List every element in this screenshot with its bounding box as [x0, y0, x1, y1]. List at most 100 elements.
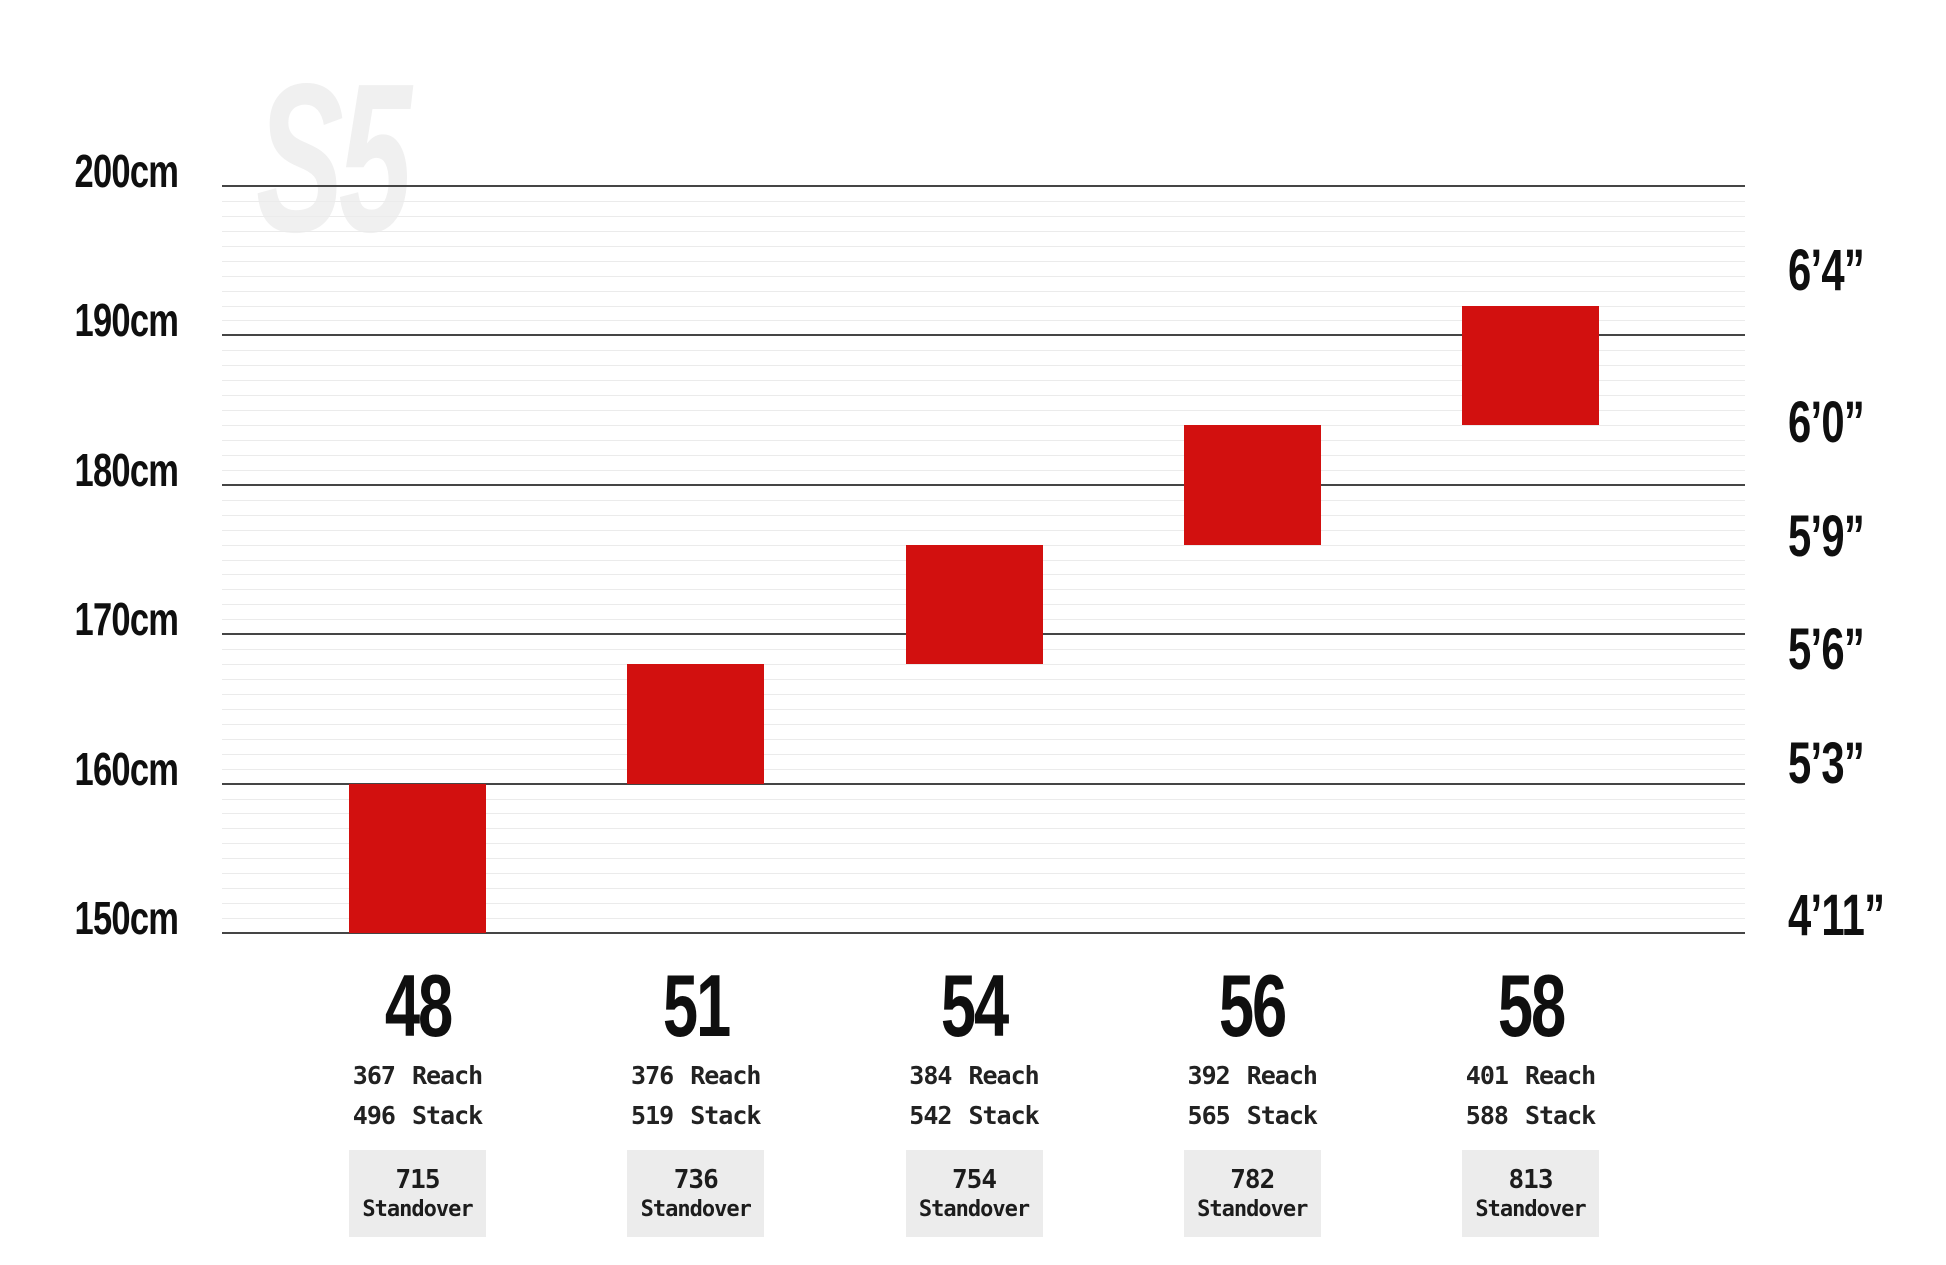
- gridline-minor: [222, 739, 1745, 740]
- y-axis-label-cm: 190cm: [74, 294, 178, 347]
- frame-size-label: 51: [662, 956, 731, 1055]
- standover-box: 813 Standover: [1462, 1150, 1599, 1237]
- gridline-minor: [222, 246, 1745, 247]
- reach-spec-label: Reach: [968, 1061, 1039, 1090]
- gridline-minor: [222, 261, 1745, 262]
- standover-value: 715: [395, 1164, 441, 1195]
- fit-range-bar: [1183, 425, 1321, 545]
- gridline-minor: [222, 873, 1745, 874]
- standover-value: 736: [673, 1164, 719, 1195]
- gridline-minor: [222, 843, 1745, 844]
- reach-spec-label: Reach: [411, 1061, 483, 1090]
- gridline-minor: [222, 858, 1745, 859]
- standover-label: Standover: [1475, 1196, 1586, 1222]
- gridline-minor: [222, 769, 1745, 770]
- gridline-minor: [222, 694, 1745, 695]
- fit-range-bar: [349, 783, 486, 933]
- y-axis-label-cm: 170cm: [74, 593, 178, 646]
- gridline-minor: [222, 395, 1745, 396]
- y-axis-label-cm: 160cm: [74, 742, 178, 795]
- standover-value: 813: [1508, 1164, 1554, 1195]
- frame-size-label: 58: [1497, 956, 1565, 1055]
- reach-spec-label: Reach: [1246, 1061, 1318, 1090]
- gridline-minor: [222, 515, 1745, 516]
- gridline-minor: [222, 306, 1745, 307]
- gridline-minor: [222, 813, 1745, 814]
- gridline-minor: [222, 440, 1745, 441]
- standover-box: 715 Standover: [349, 1150, 486, 1237]
- reach-spec: 376 Reach: [556, 1062, 836, 1089]
- y-axis-label-cm: 150cm: [74, 892, 178, 944]
- stack-spec: 519 Stack: [556, 1102, 836, 1129]
- stack-spec-value: 542: [909, 1101, 952, 1130]
- reach-spec-label: Reach: [1524, 1061, 1596, 1090]
- gridline-minor: [222, 724, 1745, 725]
- stack-spec-label: Stack: [1246, 1101, 1318, 1130]
- reach-spec-label: Reach: [690, 1061, 761, 1090]
- gridline-minor: [222, 320, 1745, 321]
- gridline-minor: [222, 201, 1745, 202]
- gridline-major: [222, 185, 1745, 187]
- fit-range-bar: [1462, 305, 1599, 426]
- gridline-minor: [222, 231, 1745, 232]
- standover-value: 754: [952, 1164, 997, 1195]
- y-axis-label-feet: 5’9”: [1788, 503, 1865, 569]
- gridline-minor: [222, 380, 1745, 381]
- gridline-minor: [222, 679, 1745, 680]
- frame-size-label: 48: [384, 956, 452, 1055]
- gridline-major: [222, 334, 1745, 336]
- stack-spec: 588 Stack: [1391, 1102, 1671, 1129]
- gridline-minor: [222, 500, 1745, 501]
- stack-spec-label: Stack: [1524, 1101, 1596, 1130]
- model-watermark: S5: [256, 39, 412, 276]
- gridline-major: [222, 783, 1745, 785]
- standover-value: 782: [1230, 1164, 1275, 1195]
- standover-label: Standover: [1197, 1196, 1308, 1222]
- standover-box: 782 Standover: [1183, 1150, 1321, 1237]
- gridline-major: [222, 484, 1745, 486]
- stack-spec-value: 496: [352, 1101, 396, 1130]
- standover-box: 736 Standover: [627, 1150, 765, 1237]
- stack-spec-label: Stack: [968, 1101, 1039, 1130]
- gridline-minor: [222, 291, 1745, 292]
- reach-spec: 384 Reach: [834, 1062, 1114, 1089]
- gridline-minor: [222, 799, 1745, 800]
- standover-box: 754 Standover: [905, 1150, 1043, 1237]
- gridline-minor: [222, 216, 1745, 217]
- reach-spec: 392 Reach: [1112, 1062, 1392, 1089]
- gridline-minor: [222, 410, 1745, 411]
- stack-spec: 542 Stack: [834, 1102, 1114, 1129]
- gridline-minor: [222, 470, 1745, 471]
- y-axis-label-feet: 5’6”: [1788, 617, 1865, 683]
- y-axis-label-feet: 6’4”: [1788, 237, 1865, 303]
- y-axis-label-feet: 6’0”: [1788, 389, 1865, 455]
- stack-spec: 496 Stack: [278, 1102, 558, 1129]
- y-axis-label-feet: 5’3”: [1788, 731, 1865, 797]
- reach-spec: 367 Reach: [278, 1062, 558, 1089]
- stack-spec: 565 Stack: [1112, 1102, 1392, 1129]
- gridline-minor: [222, 664, 1745, 665]
- reach-spec-value: 392: [1187, 1061, 1231, 1090]
- y-axis-label-cm: 180cm: [74, 443, 178, 496]
- frame-size-label: 56: [1219, 956, 1287, 1055]
- gridline-minor: [222, 530, 1745, 531]
- gridline-minor: [222, 425, 1745, 426]
- reach-spec: 401 Reach: [1391, 1062, 1671, 1089]
- standover-label: Standover: [640, 1196, 752, 1222]
- gridline-minor: [222, 365, 1745, 366]
- gridline-minor: [222, 754, 1745, 755]
- stack-spec-value: 519: [631, 1101, 674, 1130]
- reach-spec-value: 384: [909, 1061, 952, 1090]
- y-axis-label-cm: 200cm: [74, 145, 178, 197]
- reach-spec-value: 367: [352, 1061, 396, 1090]
- gridline-minor: [222, 455, 1745, 456]
- gridline-minor: [222, 276, 1745, 277]
- fit-range-bar: [627, 664, 765, 784]
- stack-spec-label: Stack: [411, 1101, 483, 1130]
- gridline-minor: [222, 918, 1745, 919]
- frame-size-label: 54: [940, 956, 1009, 1055]
- gridline-minor: [222, 350, 1745, 351]
- gridline-minor: [222, 888, 1745, 889]
- reach-spec-value: 376: [631, 1061, 674, 1090]
